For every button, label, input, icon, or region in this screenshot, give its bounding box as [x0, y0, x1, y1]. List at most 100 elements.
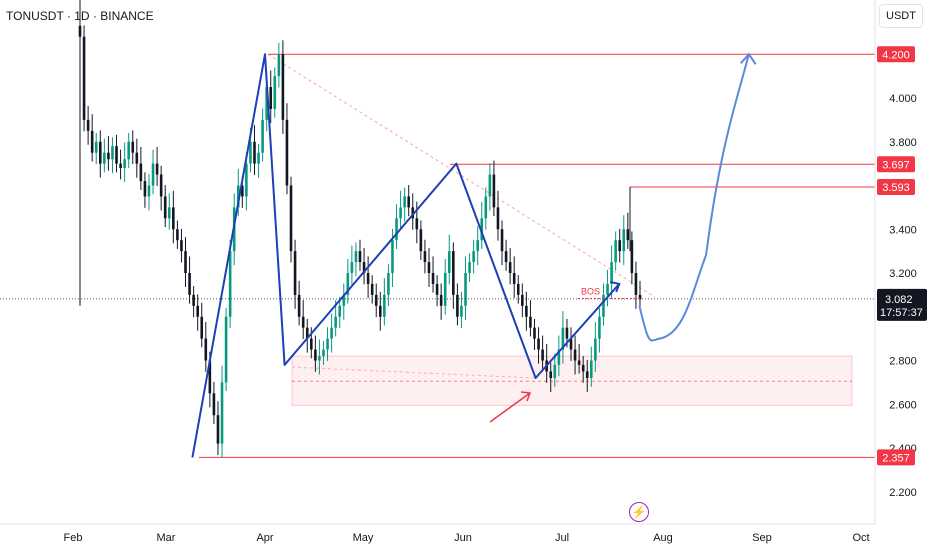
candle — [529, 300, 532, 337]
y-tick-label: 2.800 — [889, 356, 917, 368]
projection-curve — [638, 54, 750, 342]
last-price-label: 3.082 — [885, 294, 913, 306]
candle-body — [346, 273, 350, 295]
candle-body — [204, 338, 208, 361]
candle-body — [151, 163, 155, 186]
currency-button[interactable]: USDT — [879, 4, 923, 28]
candle-body — [577, 360, 581, 365]
candle-body — [630, 240, 634, 273]
candle-body — [492, 174, 496, 208]
candle — [253, 125, 256, 175]
candle-body — [521, 294, 524, 306]
candle-body — [374, 294, 378, 306]
candle — [111, 137, 114, 174]
candle-body — [411, 207, 415, 219]
candle-body — [342, 294, 346, 306]
candle-body — [423, 251, 427, 263]
candle-body — [573, 349, 577, 361]
y-tick-label: 2.200 — [889, 487, 917, 499]
candle — [188, 256, 191, 304]
candle-body — [395, 218, 398, 241]
candle-body — [269, 87, 273, 109]
candle-body — [484, 196, 488, 219]
countdown-label: 17:57:37 — [880, 307, 923, 319]
candle — [594, 322, 597, 372]
candle — [277, 42, 281, 88]
y-tick-label: 3.400 — [889, 224, 917, 236]
candle — [107, 136, 110, 171]
candle — [123, 142, 126, 182]
candle-body — [529, 316, 532, 328]
candle — [504, 239, 508, 271]
candle-body — [90, 130, 94, 153]
candle-body — [581, 364, 585, 372]
candle-body — [167, 207, 171, 219]
candle-body — [245, 163, 248, 197]
candle-body — [508, 262, 512, 273]
candle-body — [127, 141, 130, 160]
candle — [456, 283, 459, 326]
candle — [480, 201, 484, 249]
candle — [285, 103, 289, 195]
candle-body — [553, 364, 557, 378]
candle-body — [512, 273, 516, 284]
price-tag-bg — [877, 449, 915, 466]
candle-body — [378, 305, 382, 317]
candle — [407, 185, 410, 217]
candle — [549, 362, 553, 392]
candle — [184, 237, 187, 287]
candle — [119, 149, 122, 180]
candle — [139, 147, 143, 190]
candle-body — [602, 294, 605, 317]
candle — [297, 280, 301, 326]
candle — [131, 130, 135, 165]
candle-body — [123, 159, 126, 168]
candle — [269, 70, 273, 123]
candle — [395, 204, 398, 249]
candle-body — [391, 240, 394, 273]
x-tick-label: Jun — [454, 532, 472, 544]
candle — [492, 160, 496, 217]
candle — [447, 234, 451, 285]
candle — [634, 261, 638, 309]
y-tick-label: 3.200 — [889, 268, 917, 280]
x-tick-label: May — [353, 532, 374, 544]
candle — [273, 67, 277, 118]
candle-body — [261, 119, 264, 153]
candle — [525, 291, 528, 331]
candle — [346, 259, 350, 304]
candle-body — [488, 174, 492, 197]
candle-body — [358, 251, 362, 263]
y-tick-label: 3.800 — [889, 137, 917, 149]
candle — [569, 327, 573, 361]
candle-body — [188, 273, 191, 295]
candle — [387, 264, 390, 307]
candle — [350, 245, 354, 285]
candle — [606, 269, 609, 307]
candle — [476, 226, 479, 266]
candle — [330, 313, 333, 353]
candle-body — [541, 349, 544, 361]
candle-body — [143, 181, 147, 197]
candle-body — [155, 163, 159, 175]
candle — [305, 318, 309, 353]
candle-body — [618, 240, 622, 252]
candle-body — [212, 393, 216, 416]
candle-body — [610, 262, 613, 284]
candle-body — [561, 327, 565, 350]
candle — [322, 340, 325, 365]
price-tag-label: 2.357 — [882, 452, 910, 464]
x-tick-label: Oct — [852, 532, 869, 544]
candle — [293, 239, 297, 309]
candle — [135, 138, 139, 178]
candle-body — [236, 185, 240, 208]
candle — [537, 327, 540, 364]
candle — [216, 401, 220, 455]
y-tick-label: 4.000 — [889, 93, 917, 105]
lightning-icon[interactable]: ⚡ — [629, 502, 649, 522]
candle-body — [163, 196, 167, 219]
x-tick-label: Aug — [653, 532, 673, 544]
candle-body — [622, 229, 626, 252]
candle-body — [415, 218, 419, 230]
